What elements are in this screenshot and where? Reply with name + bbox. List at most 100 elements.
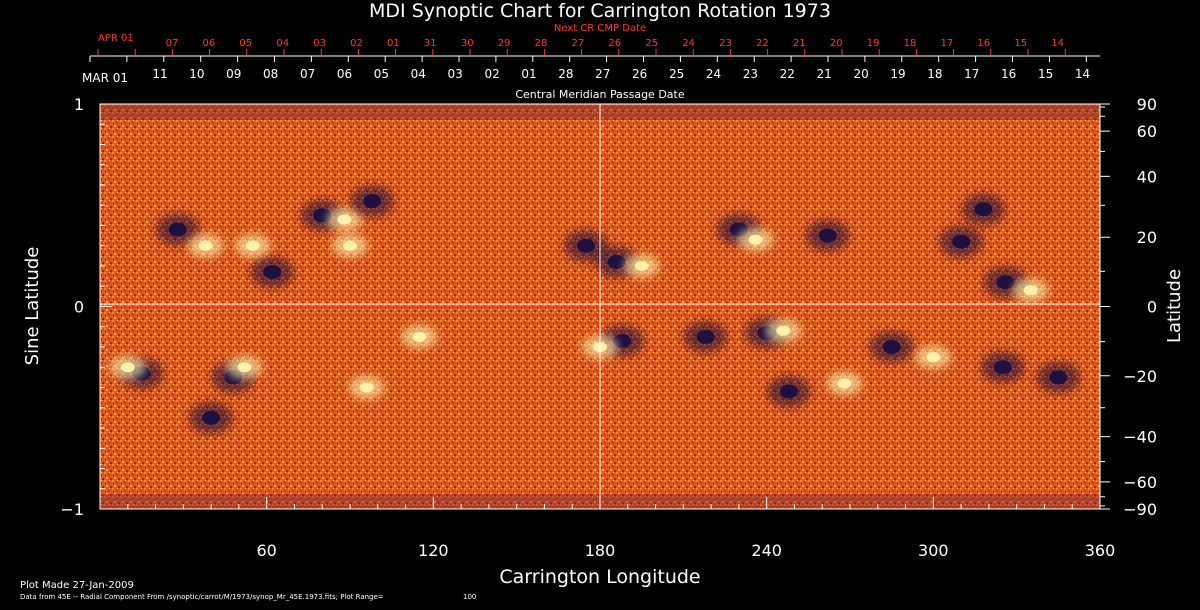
y-right-tick-label: 60 <box>1137 122 1157 141</box>
negative-polarity-spot <box>202 410 221 425</box>
next-cr-date-label: 15 <box>1014 38 1027 49</box>
next-cr-date-label: 29 <box>498 38 511 49</box>
cmp-date-label: 03 <box>448 67 463 81</box>
chart-title: MDI Synoptic Chart for Carrington Rotati… <box>369 0 831 22</box>
chart-axes: 60 120 180 240 300 360 1 0 −1 90 60 40 20 0 −20 −40 −60 −… <box>60 95 1157 560</box>
cmp-date-label: 07 <box>300 67 315 81</box>
positive-polarity-spot <box>120 362 135 373</box>
cmp-date-label: 25 <box>669 67 684 81</box>
y-right-tick-label: 20 <box>1137 228 1157 247</box>
negative-polarity-spot <box>779 384 798 399</box>
cmp-date-label: 06 <box>337 67 352 81</box>
active-regions <box>109 185 1081 434</box>
cmp-date-label: 04 <box>411 67 426 81</box>
y-right-tick-label: −60 <box>1123 473 1157 492</box>
positive-polarity-spot <box>359 382 374 393</box>
negative-polarity-spot <box>974 202 993 217</box>
positive-polarity-spot <box>776 325 791 336</box>
next-cr-date-label: 01 <box>387 38 400 49</box>
x-tick-label: 60 <box>256 541 276 560</box>
cmp-date-label: 11 <box>152 67 167 81</box>
next-cr-date-label: 14 <box>1051 38 1064 49</box>
next-cr-date-label: 24 <box>682 38 695 49</box>
cmp-date-label: 28 <box>558 67 573 81</box>
y-left-tick-label: −1 <box>60 500 84 519</box>
positive-polarity-spot <box>343 240 357 251</box>
cmp-date-label: 15 <box>1038 67 1053 81</box>
negative-polarity-spot <box>363 194 382 209</box>
cmp-date-label: 05 <box>374 67 389 81</box>
next-cr-date-label: 21 <box>793 38 806 49</box>
cmp-date-label: 14 <box>1075 67 1090 81</box>
negative-polarity-spot <box>818 228 837 243</box>
cmp-date-label: 17 <box>964 67 979 81</box>
plot-range-value: 100 <box>463 593 476 601</box>
cmp-date-label: 20 <box>853 67 868 81</box>
negative-polarity-spot <box>993 360 1012 375</box>
next-cr-date-label: 27 <box>572 38 585 49</box>
cmp-date-label: 08 <box>263 67 278 81</box>
negative-polarity-spot <box>696 329 715 344</box>
next-cr-label: Next CR CMP Date <box>554 23 646 34</box>
positive-polarity-spot <box>198 240 213 251</box>
positive-polarity-spot <box>634 261 649 271</box>
cmp-date-label: 16 <box>1001 67 1016 81</box>
y-right-tick-label: −90 <box>1123 500 1157 519</box>
cmp-date-label: 10 <box>189 67 204 81</box>
next-cr-date-label: 17 <box>941 38 954 49</box>
positive-polarity-spot <box>748 234 763 245</box>
next-cr-date-label: 19 <box>867 38 880 49</box>
y-right-tick-label: −20 <box>1123 367 1157 386</box>
cmp-date-label: 21 <box>817 67 832 81</box>
y-axis-label-left: Sine Latitude <box>22 247 43 366</box>
cmp-date-label: 09 <box>226 67 241 81</box>
next-cr-date-label: 06 <box>203 38 216 49</box>
positive-polarity-spot <box>837 378 852 389</box>
cmp-date-label: 18 <box>927 67 942 81</box>
cmp-date-label: 01 <box>521 67 536 81</box>
cmp-date-label: 22 <box>780 67 795 81</box>
top-date-axes: 11 10 09 08 07 06 05 04 03 02 01 28 27 26 25 24 23 22 21 20… <box>89 38 1100 81</box>
negative-polarity-spot <box>882 340 901 354</box>
y-right-tick-label: 0 <box>1147 298 1157 317</box>
x-tick-label: 240 <box>751 541 782 560</box>
x-tick-label: 120 <box>418 541 449 560</box>
next-cr-date-label: 07 <box>166 38 179 49</box>
negative-polarity-spot <box>607 254 626 269</box>
negative-polarity-spot <box>952 234 971 249</box>
positive-polarity-spot <box>1023 285 1038 296</box>
x-tick-label: 300 <box>918 541 949 560</box>
next-cr-start-label: APR 01 <box>98 33 134 44</box>
positive-polarity-spot <box>337 214 352 225</box>
x-axis-label: Carrington Longitude <box>499 566 700 588</box>
negative-polarity-spot <box>996 275 1015 290</box>
negative-polarity-spot <box>263 265 282 280</box>
cmp-date-label: 02 <box>484 67 499 81</box>
negative-polarity-spot <box>613 333 632 348</box>
x-tick-label: 360 <box>1085 541 1116 560</box>
y-left-tick-label: 1 <box>74 95 84 114</box>
next-cr-date-label: 03 <box>313 38 326 49</box>
negative-polarity-spot <box>168 222 187 237</box>
next-cr-date-label: 30 <box>461 38 474 49</box>
next-cr-date-label: 31 <box>424 38 437 49</box>
negative-polarity-spot <box>577 238 596 253</box>
positive-polarity-spot <box>926 352 941 363</box>
next-cr-date-label: 20 <box>830 38 843 49</box>
positive-polarity-spot <box>237 362 252 373</box>
next-cr-date-label: 26 <box>608 38 621 49</box>
cmp-start-label: MAR 01 <box>82 71 128 85</box>
next-cr-date-label: 28 <box>535 38 548 49</box>
top-axis-title: Central Meridian Passage Date <box>515 88 684 101</box>
plot-area <box>99 103 1101 510</box>
next-cr-date-label: 05 <box>239 38 252 49</box>
cmp-date-label: 24 <box>706 67 721 81</box>
next-cr-date-label: 22 <box>756 38 769 49</box>
y-right-tick-label: 40 <box>1137 167 1157 186</box>
positive-polarity-spot <box>412 331 427 342</box>
next-cr-date-label: 18 <box>904 38 917 49</box>
x-tick-label: 180 <box>585 541 616 560</box>
y-axis-label-right: Latitude <box>1164 269 1185 343</box>
y-right-tick-label: 90 <box>1137 95 1157 114</box>
